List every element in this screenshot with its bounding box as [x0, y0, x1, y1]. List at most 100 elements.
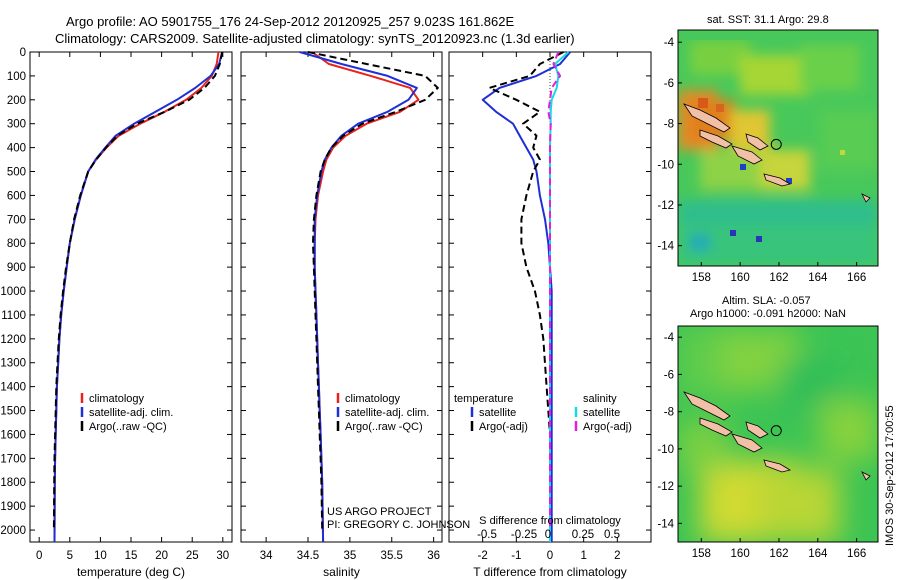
side-timestamp: IMOS 30-Sep-2012 17:00:55: [884, 405, 896, 546]
sla-argo-marker: [770, 425, 782, 437]
s-diff-tick-label: 0.5: [604, 529, 620, 541]
depth-tick-label: 1700: [0, 453, 26, 465]
legend-label: climatology: [89, 393, 145, 405]
depth-tick-label: 0: [20, 47, 26, 59]
sst-map-field: [678, 30, 878, 266]
map-y-tick-label: -4: [664, 332, 675, 344]
x-tick-label: 15: [125, 550, 138, 562]
sla-map-land: [682, 391, 871, 481]
map-y-tick-label: -8: [664, 407, 674, 419]
legend-label: Argo(-adj): [583, 421, 632, 433]
depth-tick-label: 700: [7, 214, 26, 226]
map-y-tick-label: -6: [664, 369, 674, 381]
s-diff-tick-label: -0.25: [511, 529, 537, 541]
x-tick-label: 35.5: [381, 550, 403, 562]
x-tick-label: -2: [478, 550, 488, 562]
depth-tick-label: 1900: [0, 501, 26, 513]
sst-argo-marker: [770, 138, 782, 150]
legend-label: Argo(..raw -QC): [89, 421, 167, 433]
legend-label: satellite-adj. clim.: [89, 407, 173, 419]
x-axis-label: temperature (deg C): [77, 565, 185, 579]
legend-label: Argo(..raw -QC): [345, 421, 423, 433]
depth-tick-label: 600: [7, 190, 26, 202]
sla-map-field: [678, 326, 878, 542]
depth-tick-label: 800: [7, 238, 26, 250]
depth-tick-label: 500: [7, 167, 26, 179]
x-tick-label: 5: [67, 550, 73, 562]
x-tick-label: 36: [427, 550, 440, 562]
series-line-temperature-satellite: [481, 51, 571, 542]
map-frame: [677, 325, 879, 543]
series-line-salinity-argo-adj-: [547, 51, 562, 530]
map-y-tick-label: -4: [664, 37, 675, 49]
map-x-tick-label: 162: [769, 272, 788, 284]
salinity-profile-panel: 34 34.5 35 35.5 36 salinity climatology satelli…: [240, 51, 443, 579]
map-x-tick-label: 162: [769, 548, 788, 560]
x-tick-label: 2: [614, 550, 620, 562]
map-y-tick-label: -14: [657, 241, 674, 253]
sla-map-panel: Altim. SLA: -0.057 Argo h1000: -0.091 h2…: [657, 295, 879, 560]
map-frame: [677, 29, 879, 267]
credit-project: US ARGO PROJECT: [327, 506, 432, 518]
depth-tick-label: 200: [7, 95, 26, 107]
map-x-tick-label: 166: [847, 272, 866, 284]
map-y-tick-label: -12: [657, 200, 674, 212]
depth-tick-label: 1600: [0, 429, 26, 441]
series-line-argo-raw-qc-: [52, 51, 224, 531]
map-x-tick-label: 164: [808, 548, 828, 560]
x-tick-label: 10: [94, 550, 107, 562]
legend-label: climatology: [345, 393, 401, 405]
depth-tick-label: 1800: [0, 477, 26, 489]
depth-tick-label: 1000: [0, 286, 26, 298]
s-diff-tick-label: 0: [545, 529, 551, 541]
x-tick-label: 1: [580, 550, 586, 562]
x-tick-label: 34.5: [297, 550, 319, 562]
map-x-tick-label: 158: [692, 272, 711, 284]
legend-label: satellite-adj. clim.: [345, 407, 429, 419]
depth-tick-label: 1400: [0, 382, 26, 394]
series-line-climatology: [53, 51, 220, 543]
x-axis-label: T difference from climatology: [473, 565, 627, 579]
map-x-tick-label: 166: [847, 548, 866, 560]
x-tick-label: 20: [155, 550, 168, 562]
map-y-tick-label: -8: [664, 119, 674, 131]
sla-map-title-2: Argo h1000: -0.091 h2000: NaN: [690, 308, 846, 320]
x-tick-label: 25: [186, 550, 199, 562]
legend-label: satellite: [479, 407, 516, 419]
map-y-tick-label: -6: [664, 78, 674, 90]
sst-map-panel: sat. SST: 31.1 Argo: 29.8: [657, 14, 879, 284]
difference-profile-panel: -2 -1 0 1 2 T difference from climatology temp…: [448, 51, 652, 579]
legend-label: satellite: [583, 407, 620, 419]
series-line-argo-raw-qc-: [307, 51, 439, 531]
plot-frame: [240, 51, 443, 543]
figure-title-line2: Climatology: CARS2009. Satellite-adjuste…: [55, 31, 575, 46]
depth-tick-label: 2000: [0, 525, 26, 537]
x-axis-label: salinity: [323, 565, 360, 579]
x-tick-label: 30: [216, 550, 229, 562]
series-line-salinity-satellite: [549, 51, 570, 542]
series-line-temperature-argo-adj-: [488, 51, 564, 530]
s-diff-tick-label: 0.25: [572, 529, 594, 541]
temperature-profile-panel: 0 5 10 15 20 25 300100200300400500600700800900…: [0, 47, 233, 579]
map-x-tick-label: 164: [808, 272, 828, 284]
map-y-tick-label: -10: [657, 159, 674, 171]
x-tick-label: -1: [511, 550, 521, 562]
map-x-tick-label: 160: [731, 272, 750, 284]
legend-group-temperature: temperature: [454, 393, 513, 405]
credit-pi: PI: GREGORY C. JOHNSON: [327, 519, 470, 531]
depth-tick-label: 1200: [0, 334, 26, 346]
depth-tick-label: 1500: [0, 406, 26, 418]
x-tick-label: 34: [260, 550, 273, 562]
depth-tick-label: 300: [7, 119, 26, 131]
sst-map-land: [682, 103, 871, 203]
s-diff-axis-label: S difference from climatology: [479, 515, 621, 527]
map-y-tick-label: -14: [657, 518, 674, 530]
depth-tick-label: 100: [7, 71, 26, 83]
map-y-tick-label: -10: [657, 444, 674, 456]
sla-map-title-1: Altim. SLA: -0.057: [722, 295, 811, 307]
series-line-climatology: [311, 51, 420, 543]
legend-group-salinity: salinity: [583, 393, 617, 405]
x-tick-label: 35: [343, 550, 356, 562]
map-y-tick-label: -12: [657, 481, 674, 493]
